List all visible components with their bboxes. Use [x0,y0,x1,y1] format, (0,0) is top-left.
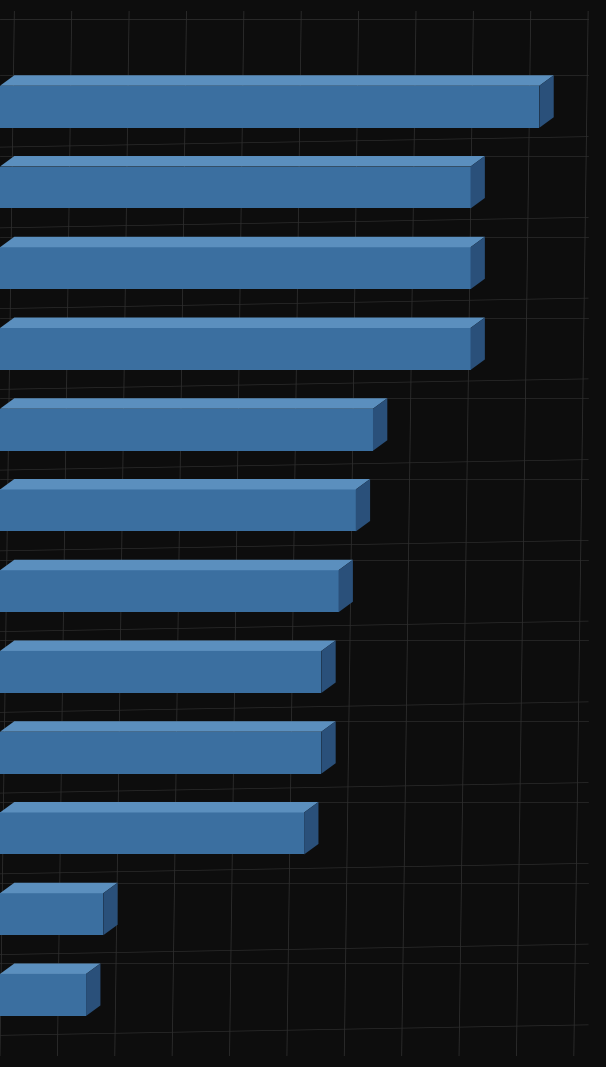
Polygon shape [321,640,336,692]
Polygon shape [0,721,336,732]
Polygon shape [321,721,336,774]
Polygon shape [0,166,470,208]
Polygon shape [373,398,387,450]
Polygon shape [539,76,554,128]
Polygon shape [0,409,373,450]
Polygon shape [0,328,470,370]
Polygon shape [0,76,554,85]
Polygon shape [0,570,339,612]
Polygon shape [0,156,485,166]
Polygon shape [470,318,485,370]
Polygon shape [0,85,539,128]
Polygon shape [470,156,485,208]
Polygon shape [0,802,319,812]
Polygon shape [0,964,101,974]
Polygon shape [0,398,387,409]
Polygon shape [0,812,304,855]
Polygon shape [0,974,86,1016]
Polygon shape [0,732,321,774]
Polygon shape [356,479,370,531]
Polygon shape [0,560,353,570]
Polygon shape [0,893,103,935]
Polygon shape [0,882,118,893]
Polygon shape [86,964,101,1016]
Polygon shape [0,640,336,651]
Polygon shape [470,237,485,289]
Polygon shape [0,318,485,328]
Polygon shape [103,882,118,935]
Polygon shape [0,490,356,531]
Polygon shape [0,248,470,289]
Polygon shape [304,802,319,855]
Polygon shape [339,560,353,612]
Polygon shape [0,237,485,248]
Polygon shape [0,479,370,490]
Polygon shape [0,651,321,692]
